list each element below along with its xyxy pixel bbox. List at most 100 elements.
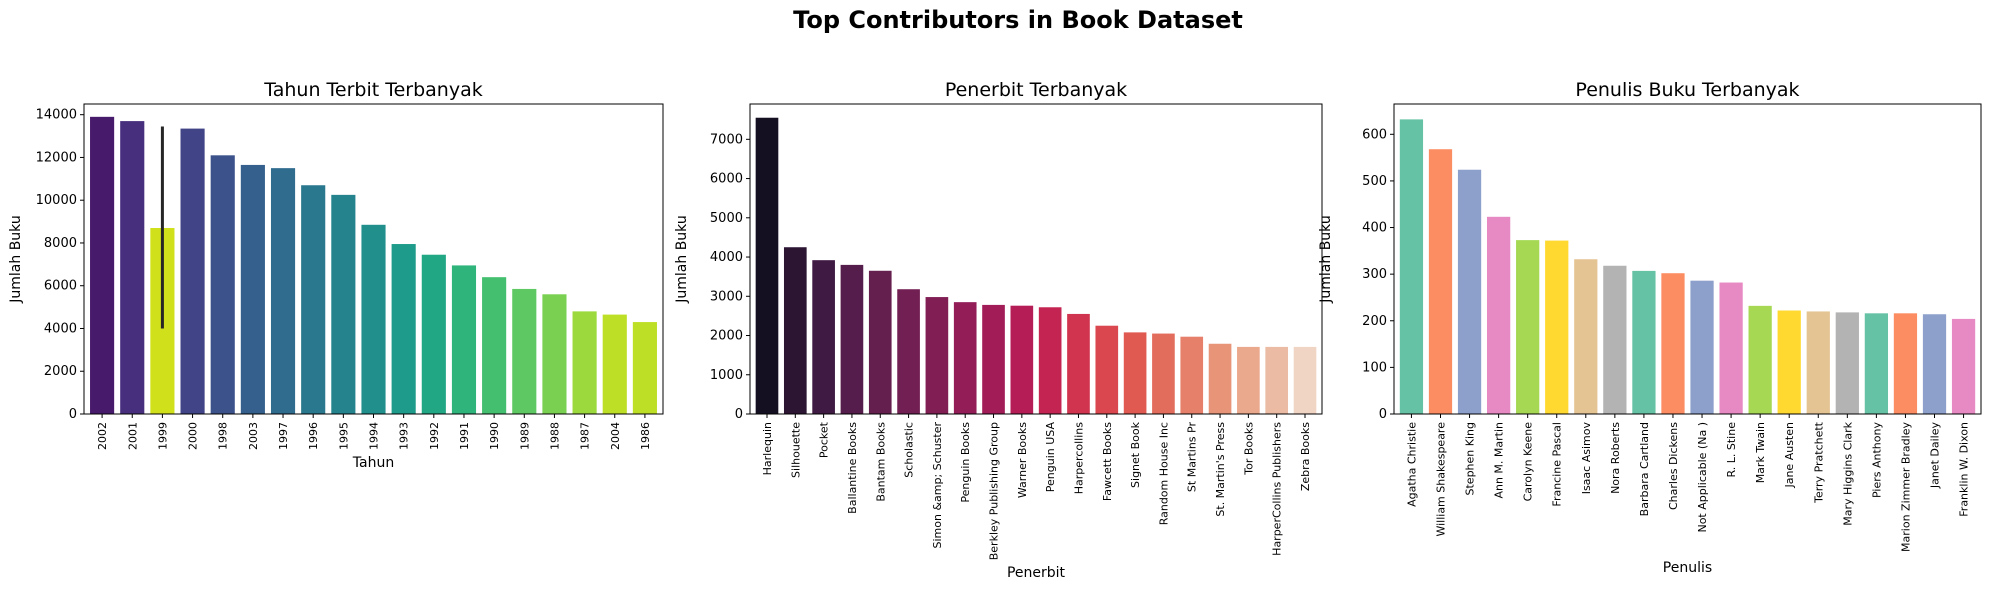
bar — [1516, 240, 1540, 414]
y-axis-label: Jumlah Buku — [1318, 215, 1334, 303]
bar — [1574, 259, 1598, 414]
y-tick-label: 14000 — [36, 108, 77, 123]
chart-panels: 2002 2001 1999 2000 1998 2003 1997 1996 1995 1994… — [8, 79, 1982, 581]
x-tick-label: Not Applicable (Na ) — [1696, 422, 1709, 533]
bar — [512, 288, 537, 414]
figure-suptitle: Top Contributors in Book Dataset — [793, 6, 1243, 34]
x-tick-label: Piers Anthony — [1870, 422, 1883, 498]
bar — [982, 304, 1005, 414]
x-axis-label: Penerbit — [1007, 565, 1066, 581]
x-tick-label: Random House Inc — [1157, 422, 1170, 525]
bar — [1399, 119, 1424, 414]
x-tick-label: 1992 — [428, 422, 441, 450]
bar — [925, 297, 949, 414]
bar — [840, 264, 864, 414]
x-tick-label: Harlequin — [761, 422, 774, 475]
x-tick-label: 1991 — [458, 422, 471, 450]
bar — [270, 168, 296, 414]
x-tick-label: 2001 — [126, 422, 139, 450]
x-tick-label: 1999 — [156, 422, 169, 450]
x-tick-label: Jane Austen — [1783, 422, 1796, 489]
x-tick-label: 1990 — [488, 422, 501, 450]
bar — [1835, 312, 1859, 414]
x-tick-label: Agatha Christie — [1405, 422, 1418, 507]
bar — [1038, 307, 1062, 414]
y-tick-label: 10000 — [36, 193, 77, 208]
x-tick-label: Franklin W. Dixon — [1958, 422, 1971, 517]
x-tick-label: William Shakespeare — [1434, 422, 1447, 537]
x-tick-label: Mark Twain — [1754, 422, 1767, 483]
y-tick-label: 0 — [1379, 407, 1387, 422]
y-tick-label: 5000 — [710, 211, 743, 226]
x-tick-label: Barbara Cartland — [1638, 422, 1651, 516]
x-tick-label: Penguin Books — [959, 422, 972, 503]
bar — [331, 194, 356, 414]
axes-frame — [83, 103, 664, 415]
bar — [1265, 346, 1289, 414]
bar — [361, 224, 386, 414]
x-tick-label: 1987 — [579, 422, 592, 450]
x-tick-label: Simon &amp; Schuster — [931, 422, 944, 549]
bar — [301, 185, 326, 414]
bar — [1010, 305, 1034, 414]
bar — [1748, 305, 1772, 414]
bar — [1603, 265, 1627, 414]
x-tick-label: St. Martin's Press — [1214, 422, 1227, 517]
chart-title: Tahun Terbit Terbanyak — [263, 79, 483, 101]
bar — [1690, 280, 1714, 414]
x-tick-label: Ballantine Books — [846, 422, 859, 514]
bar — [1893, 313, 1918, 414]
x-axis-label: Penulis — [1663, 560, 1712, 576]
bar — [1237, 346, 1260, 414]
x-tick-label: Zebra Books — [1299, 422, 1312, 491]
x-tick-label: Janet Dailey — [1929, 422, 1942, 490]
x-tick-label: Scholastic — [903, 422, 916, 478]
bar — [482, 277, 507, 414]
x-tick-label: Berkley Publishing Group — [988, 422, 1001, 560]
x-tick-label: 1989 — [518, 422, 531, 450]
bar — [391, 244, 416, 414]
bar — [1486, 216, 1511, 414]
x-tick-label: Tor Books — [1242, 422, 1255, 476]
x-axis-label: Tahun — [352, 455, 394, 471]
y-tick-label: 0 — [735, 407, 743, 422]
bar — [1457, 169, 1482, 414]
x-tick-label: 1986 — [639, 422, 652, 450]
x-tick-label: Warner Books — [1016, 422, 1029, 498]
bar — [210, 155, 235, 414]
chart-panel-1: 2002 2001 1999 2000 1998 2003 1997 1996 1995 1994… — [8, 79, 664, 471]
x-tick-label: 1994 — [368, 422, 381, 450]
bar — [783, 247, 807, 414]
bar — [1208, 343, 1232, 414]
x-tick-label: 2000 — [187, 422, 200, 450]
x-tick-label: 1996 — [307, 422, 320, 450]
axes-frame — [1393, 103, 1982, 415]
y-tick-label: 3000 — [710, 289, 743, 304]
bar — [1806, 311, 1830, 414]
bar — [602, 314, 627, 414]
y-tick-label: 4000 — [44, 321, 77, 336]
x-tick-label: Ann M. Martin — [1493, 422, 1506, 499]
x-tick-label: R. L. Stine — [1725, 422, 1738, 478]
chart-title: Penulis Buku Terbanyak — [1575, 79, 1799, 101]
x-tick-label: Pocket — [818, 421, 831, 458]
y-tick-label: 4000 — [710, 250, 743, 265]
bar — [120, 121, 145, 414]
bar — [1951, 318, 1976, 414]
x-tick-label: Carolyn Keene — [1522, 422, 1535, 502]
x-tick-label: 1993 — [398, 422, 411, 450]
bar — [868, 270, 892, 414]
x-tick-label: 1997 — [277, 422, 290, 450]
x-tick-label: Mary Higgins Clark — [1841, 421, 1854, 525]
x-tick-label: Fawcett Books — [1101, 422, 1114, 501]
bar — [1152, 333, 1175, 414]
y-tick-label: 8000 — [44, 236, 77, 251]
x-tick-label: 1988 — [548, 422, 561, 450]
y-tick-label: 100 — [1362, 360, 1387, 375]
x-tick-label: 2002 — [96, 422, 109, 450]
y-tick-label: 12000 — [36, 150, 77, 165]
x-tick-label: Isaac Asimov — [1580, 422, 1593, 495]
x-tick-label: Marion Zimmer Bradley — [1899, 422, 1912, 552]
chart-panel-3: Agatha Christie William Shakespeare Stephe… — [1318, 79, 1982, 576]
y-tick-label: 7000 — [710, 132, 743, 147]
